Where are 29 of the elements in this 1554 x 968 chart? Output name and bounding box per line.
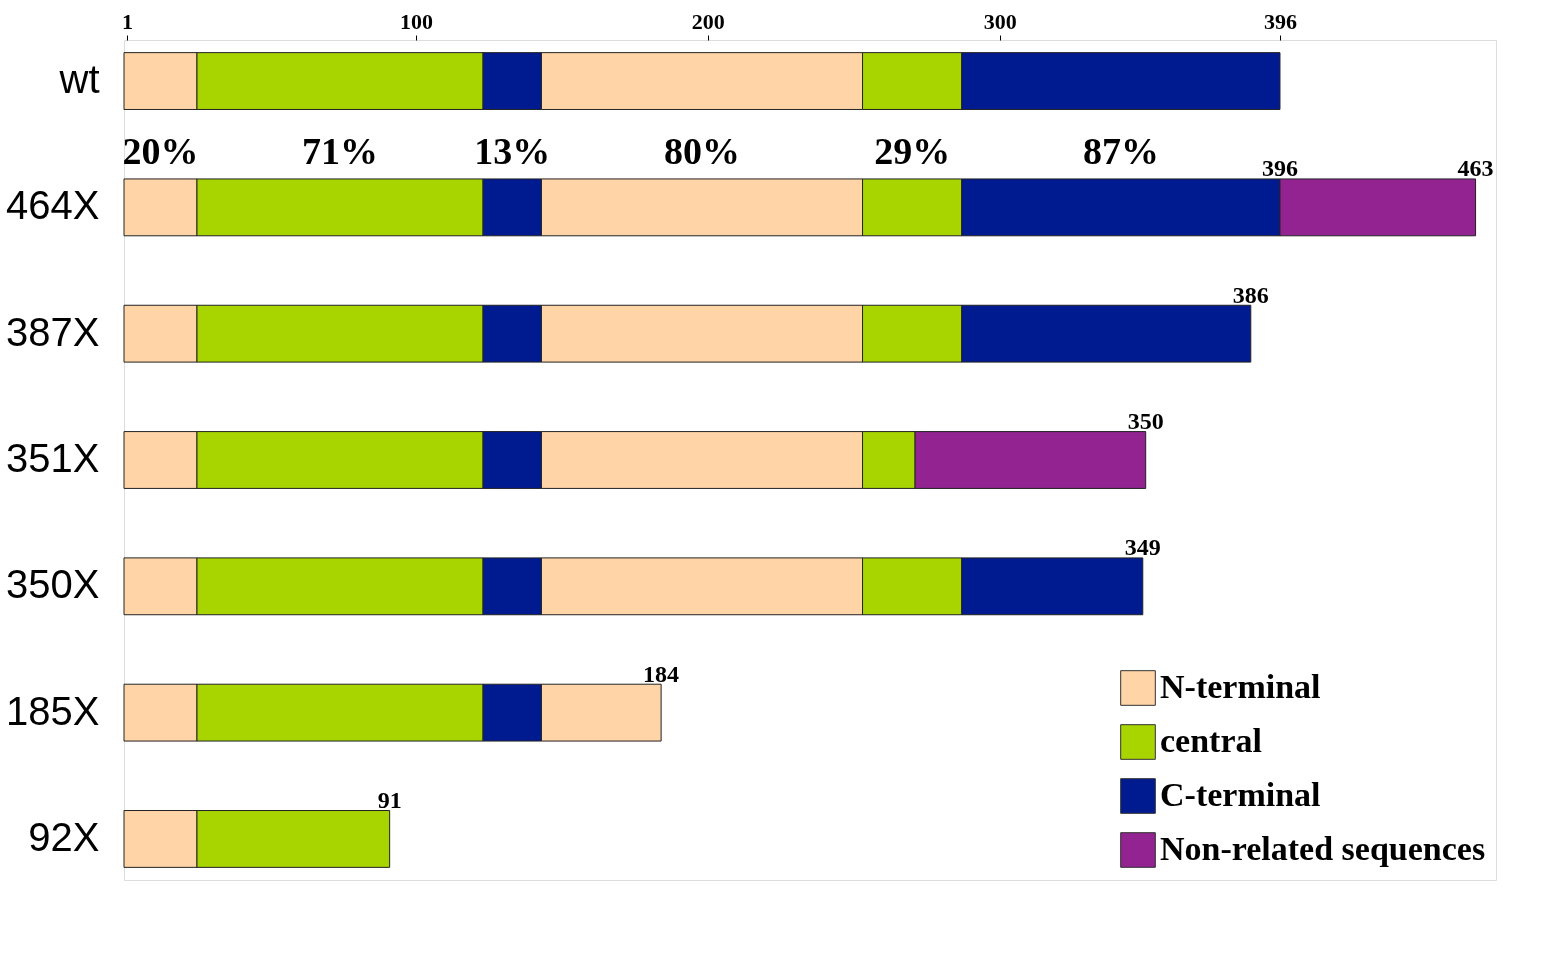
y-tick-label: 185X — [6, 688, 100, 733]
y-tick-label: 464X — [6, 183, 100, 228]
annotation: 87% — [1082, 130, 1159, 173]
x-tick-label: 300 — [983, 8, 1017, 34]
annotation: 80% — [663, 130, 740, 173]
y-tick-label: 350X — [6, 562, 100, 607]
y-tick-label: wt — [58, 57, 100, 102]
x-tick-label: 1 — [121, 8, 133, 34]
annotation: 396 — [1261, 155, 1298, 182]
annotation: 350 — [1127, 408, 1164, 434]
annotation: 20% — [122, 130, 199, 173]
annotation: 13% — [474, 130, 551, 173]
legend-label: C-terminal — [1160, 776, 1321, 813]
annotation: 463 — [1457, 155, 1494, 182]
annotation: 71% — [302, 130, 379, 173]
annotation: 349 — [1124, 534, 1161, 561]
y-tick-label: 387X — [6, 309, 100, 354]
x-tick-label: 396 — [1263, 8, 1297, 34]
annotation: 91 — [377, 786, 402, 813]
annotation: 386 — [1232, 281, 1269, 308]
legend-label: central — [1160, 722, 1262, 759]
y-tick-label: 351X — [6, 436, 100, 480]
legend-label: Non-related sequences — [1160, 830, 1486, 867]
legend-label: N-terminal — [1160, 668, 1321, 705]
x-tick-label: 100 — [399, 8, 433, 34]
annotation: 29% — [874, 130, 951, 173]
x-tick-label: 200 — [691, 8, 725, 34]
y-tick-label: 92X — [28, 814, 100, 859]
annotation: 184 — [643, 660, 680, 687]
